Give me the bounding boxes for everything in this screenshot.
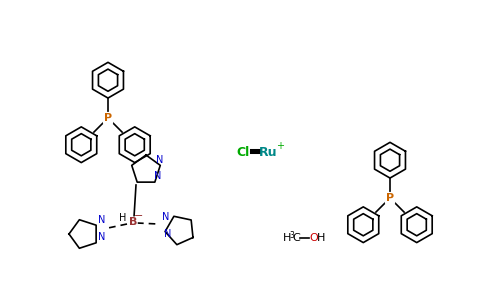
Text: 3: 3: [289, 230, 294, 239]
Text: P: P: [104, 113, 112, 123]
Text: N: N: [98, 232, 106, 242]
Text: C: C: [292, 233, 300, 243]
Text: Cl: Cl: [236, 146, 250, 158]
Text: H: H: [317, 233, 325, 243]
Text: N: N: [154, 171, 162, 181]
Text: B: B: [129, 217, 137, 227]
Text: P: P: [386, 193, 394, 203]
Text: H: H: [283, 233, 291, 243]
Text: −: −: [135, 211, 144, 221]
Text: N: N: [98, 215, 106, 225]
Text: Ru: Ru: [259, 146, 277, 158]
Text: O: O: [310, 233, 318, 243]
Text: N: N: [162, 212, 170, 222]
Text: H: H: [120, 213, 127, 223]
Text: N: N: [164, 229, 172, 239]
Text: +: +: [276, 141, 284, 151]
Text: N: N: [156, 155, 164, 165]
